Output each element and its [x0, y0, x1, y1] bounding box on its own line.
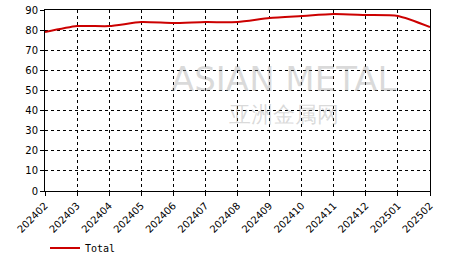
svg-text:202412: 202412 — [336, 200, 371, 235]
svg-text:30: 30 — [25, 125, 38, 136]
svg-text:60: 60 — [25, 65, 38, 76]
svg-text:202406: 202406 — [143, 200, 178, 235]
svg-text:202402: 202402 — [15, 200, 50, 235]
svg-text:202411: 202411 — [304, 200, 339, 235]
svg-text:80: 80 — [25, 25, 38, 36]
svg-text:10: 10 — [25, 165, 38, 176]
svg-text:202407: 202407 — [176, 200, 211, 235]
svg-text:202403: 202403 — [47, 200, 82, 235]
svg-text:ASIAN METAL: ASIAN METAL — [171, 59, 397, 99]
svg-text:Total: Total — [85, 243, 115, 254]
svg-text:20: 20 — [25, 145, 38, 156]
svg-text:202502: 202502 — [400, 200, 435, 235]
svg-text:0: 0 — [32, 186, 38, 197]
svg-text:亚洲金属网: 亚洲金属网 — [229, 102, 339, 127]
svg-text:202404: 202404 — [79, 200, 114, 235]
svg-text:90: 90 — [25, 5, 38, 16]
svg-text:202410: 202410 — [272, 200, 307, 235]
svg-text:202405: 202405 — [111, 200, 146, 235]
svg-text:40: 40 — [25, 105, 38, 116]
svg-text:202501: 202501 — [368, 200, 403, 235]
svg-text:202409: 202409 — [240, 200, 275, 235]
svg-text:70: 70 — [25, 45, 38, 56]
svg-text:202408: 202408 — [208, 200, 243, 235]
svg-text:50: 50 — [25, 85, 38, 96]
